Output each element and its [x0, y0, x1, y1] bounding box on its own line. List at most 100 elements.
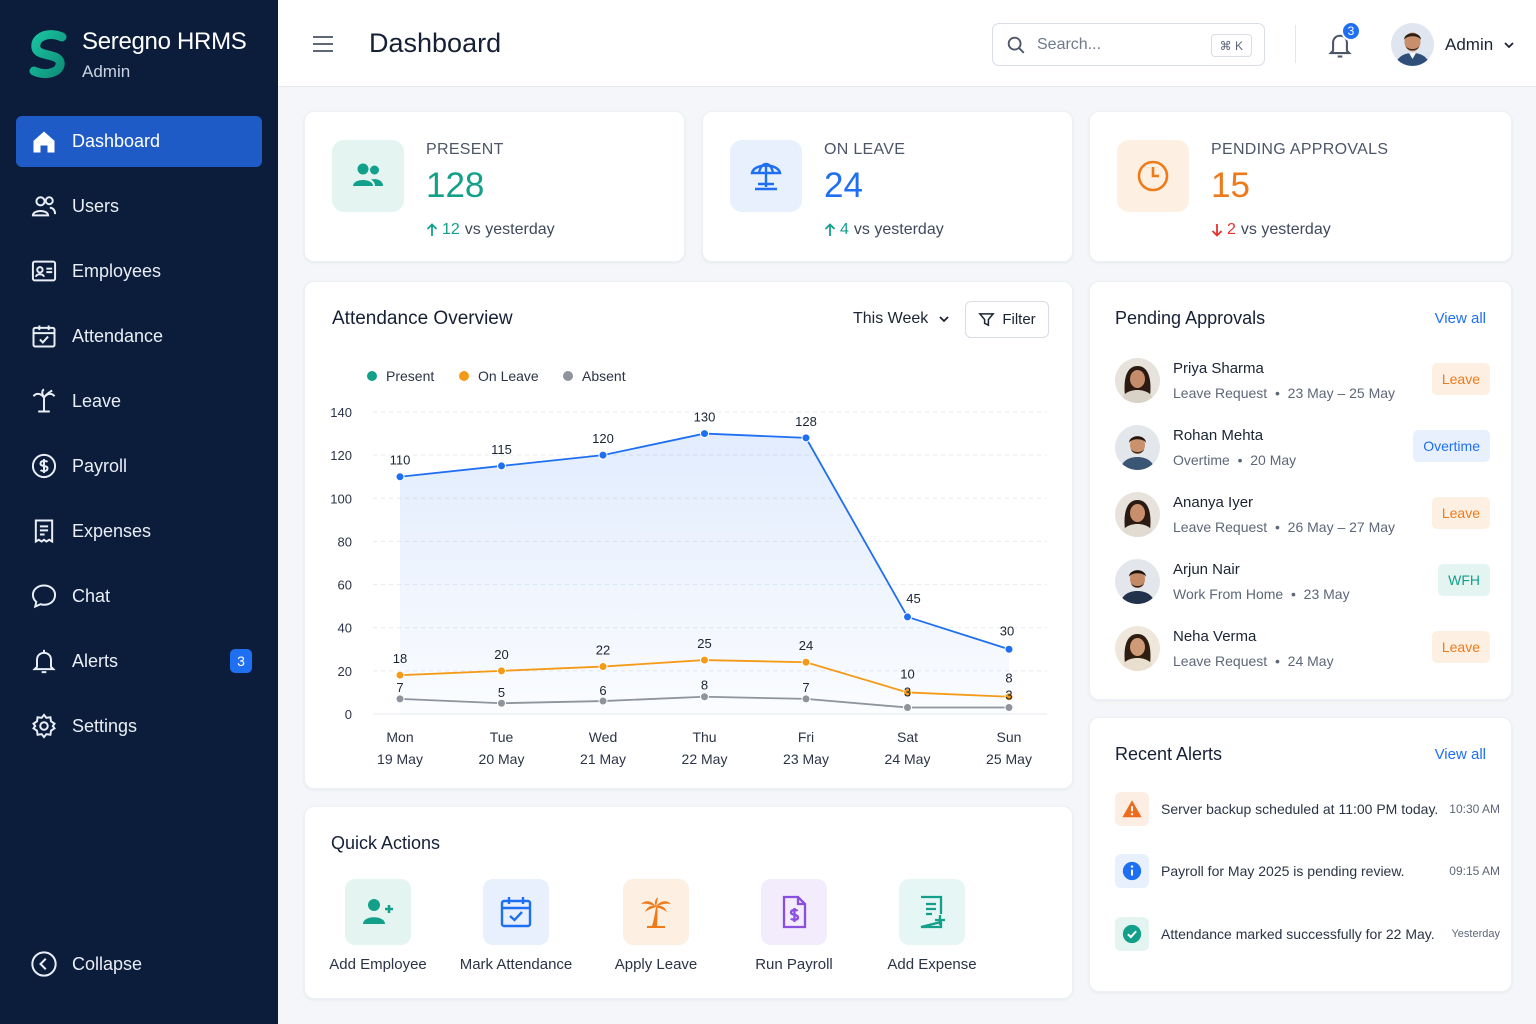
sidebar-item-label: Payroll — [72, 455, 128, 476]
quick-action-add-expense[interactable]: Add Expense — [863, 879, 1001, 973]
warning-icon — [1122, 800, 1142, 818]
calendar-check-icon — [500, 897, 532, 928]
sidebar-item-payroll[interactable]: Payroll — [16, 440, 262, 492]
brand-logo-icon — [29, 30, 67, 79]
stat-delta-value: 2 — [1227, 221, 1236, 238]
alert-text: Server backup scheduled at 11:00 PM toda… — [1161, 801, 1439, 817]
user-avatar[interactable] — [1391, 23, 1434, 66]
approval-item[interactable]: Arjun Nair Work From Home • 23 May WFH — [1115, 559, 1490, 609]
qa-label: Apply Leave — [614, 956, 698, 973]
sidebar-item-leave[interactable]: Leave — [16, 375, 262, 427]
stat-delta-value: 4 — [840, 221, 849, 238]
quick-action-mark-attendance[interactable]: Mark Attendance — [447, 879, 585, 973]
alert-time: 09:15 AM — [1449, 864, 1500, 878]
x-tick-date: 20 May — [479, 751, 525, 767]
x-tick-date: 22 May — [682, 751, 728, 767]
x-tick-label: Tue — [490, 729, 514, 745]
quick-action-add-employee[interactable]: Add Employee — [309, 879, 447, 973]
approval-item[interactable]: Ananya Iyer Leave Request • 26 May – 27 … — [1115, 492, 1490, 542]
y-tick-label: 80 — [338, 534, 352, 549]
brand[interactable]: Seregno HRMS Admin — [28, 28, 247, 82]
qa-label: Mark Attendance — [459, 956, 573, 973]
data-point — [497, 698, 506, 708]
data-point — [801, 694, 811, 704]
beach-umbrella-icon — [750, 162, 782, 191]
legend-marker — [459, 371, 469, 381]
users-icon — [353, 163, 383, 186]
stat-delta-text: vs yesterday — [1240, 221, 1331, 238]
data-point — [700, 429, 709, 439]
filter-button[interactable]: Filter — [965, 301, 1049, 338]
approval-item[interactable]: Priya Sharma Leave Request • 23 May – 25… — [1115, 358, 1490, 408]
approval-type: Overtime — [1173, 452, 1230, 468]
quick-actions-card: Quick Actions Add Employee Mark Attendan… — [304, 806, 1073, 999]
status-badge: Leave — [1431, 497, 1490, 529]
data-point — [903, 612, 912, 622]
search-input[interactable]: Search... ⌘ K — [992, 23, 1265, 66]
recent-alerts-title: Recent Alerts — [1115, 744, 1223, 764]
quick-action-run-payroll[interactable]: Run Payroll — [725, 879, 863, 973]
sidebar-item-label: Employees — [72, 260, 162, 281]
y-tick-label: 0 — [345, 707, 352, 722]
data-label: 115 — [491, 442, 512, 457]
stat-value: 128 — [426, 166, 485, 205]
data-label: 128 — [795, 414, 817, 429]
x-tick-label: Wed — [589, 729, 618, 745]
data-label: 3 — [904, 685, 911, 700]
data-label: 22 — [596, 643, 610, 658]
period-select[interactable]: This Week — [853, 310, 950, 328]
menu-icon[interactable] — [312, 33, 334, 55]
arrow-up-icon — [824, 223, 836, 236]
data-point — [1004, 692, 1014, 702]
approval-name: Arjun Nair — [1173, 561, 1240, 578]
data-point — [903, 687, 912, 697]
sidebar-item-attendance[interactable]: Attendance — [16, 310, 262, 362]
chevron-down-icon[interactable] — [1503, 40, 1515, 50]
check-icon — [1122, 924, 1142, 944]
quick-actions-title: Quick Actions — [331, 833, 441, 853]
stat-icon-box — [1117, 140, 1189, 212]
sidebar-item-employees[interactable]: Employees — [16, 245, 262, 297]
gear-icon — [32, 713, 56, 739]
notification-bell-icon[interactable] — [1326, 30, 1354, 60]
qa-icon-box — [761, 879, 827, 945]
approval-dates: 20 May — [1250, 452, 1297, 468]
approval-item[interactable]: Neha Verma Leave Request • 24 May Leave — [1115, 626, 1490, 676]
alert-item[interactable]: Payroll for May 2025 is pending review. … — [1115, 853, 1500, 889]
approval-dates: 26 May – 27 May — [1287, 519, 1396, 535]
sidebar-item-label: Chat — [72, 585, 111, 606]
y-tick-label: 120 — [330, 448, 352, 463]
sidebar-item-alerts[interactable]: Alerts 3 — [16, 635, 262, 687]
approval-desc: Work From Home • 23 May — [1173, 586, 1350, 602]
x-tick-label: Fri — [798, 729, 814, 745]
sidebar-item-dashboard[interactable]: Dashboard — [16, 116, 262, 167]
data-point — [497, 461, 506, 471]
qa-label: Run Payroll — [755, 956, 833, 973]
x-tick-date: 21 May — [580, 751, 626, 767]
status-badge: WFH — [1438, 564, 1490, 596]
sidebar-item-chat[interactable]: Chat — [16, 570, 262, 622]
sidebar-item-users[interactable]: Users — [16, 180, 262, 232]
data-point — [598, 696, 608, 706]
approvals-view-all-link[interactable]: View all — [1434, 310, 1486, 327]
alert-item[interactable]: Server backup scheduled at 11:00 PM toda… — [1115, 791, 1500, 827]
approval-name: Priya Sharma — [1173, 360, 1264, 377]
sidebar-item-settings[interactable]: Settings — [16, 700, 262, 752]
collapse-label: Collapse — [72, 953, 143, 974]
alerts-view-all-link[interactable]: View all — [1434, 746, 1486, 763]
approval-item[interactable]: Rohan Mehta Overtime • 20 May Overtime — [1115, 425, 1490, 475]
qa-icon-box — [345, 879, 411, 945]
collapse-button[interactable]: Collapse — [30, 950, 142, 978]
attendance-chart: Present On Leave Absent 0 20 40 60 80 100 120 140… — [330, 368, 1047, 767]
approval-dates: 23 May — [1303, 586, 1350, 602]
alert-item[interactable]: Attendance marked successfully for 22 Ma… — [1115, 916, 1500, 952]
page-title: Dashboard — [369, 28, 502, 58]
sidebar-item-expenses[interactable]: Expenses — [16, 505, 262, 557]
header-divider — [1295, 25, 1296, 63]
avatar-illustration — [1391, 23, 1434, 66]
approval-dates: 24 May — [1287, 653, 1334, 669]
chevron-down-icon — [939, 316, 949, 323]
quick-action-apply-leave[interactable]: Apply Leave — [587, 879, 725, 973]
payroll-doc-icon — [782, 895, 807, 929]
user-name[interactable]: Admin — [1445, 35, 1494, 54]
